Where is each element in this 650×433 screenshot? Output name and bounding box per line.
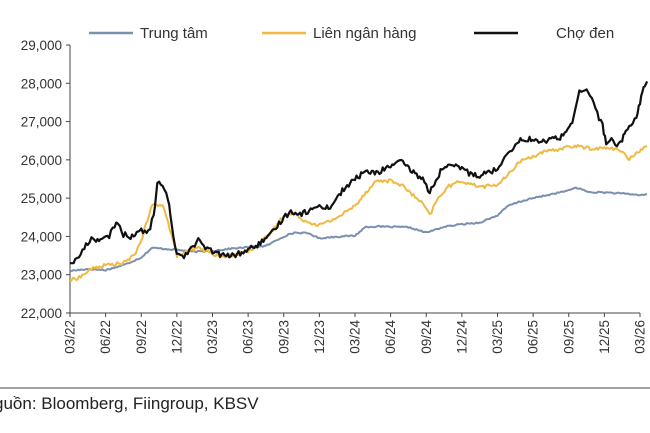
series-line-trung-tam xyxy=(69,186,648,273)
x-tick-label: 03/25 xyxy=(490,320,505,354)
legend-label-lien-ngan-hang: Liên ngân hàng xyxy=(313,25,416,42)
x-tick-label: 06/22 xyxy=(98,320,113,354)
axes: 22,000 23,000 24,000 25,000 26,000 27,000 28,0… xyxy=(21,38,648,354)
y-tick-label: 28,000 xyxy=(21,76,62,91)
series-layer xyxy=(69,80,649,282)
x-tick-label: 03/22 xyxy=(63,320,78,354)
x-tick-label: 12/22 xyxy=(169,320,184,354)
series-line-lien-ngan-hang xyxy=(69,144,648,282)
y-tick-label: 24,000 xyxy=(21,229,62,244)
x-tick-label: 12/24 xyxy=(454,320,469,354)
y-tick-label: 25,000 xyxy=(21,191,62,206)
y-tick-label: 27,000 xyxy=(21,115,62,130)
legend-label-cho-den: Chợ đen xyxy=(556,25,614,42)
x-tick-label: 06/25 xyxy=(526,320,541,354)
x-tick-label: 09/24 xyxy=(419,320,434,354)
legend: Trung tâm Liên ngân hàng Chợ đen xyxy=(89,25,614,42)
x-tick-label: 06/24 xyxy=(383,320,398,354)
y-tick-label: 23,000 xyxy=(21,268,62,283)
y-tick-label: 29,000 xyxy=(21,38,62,53)
series-line-cho-den xyxy=(70,80,649,265)
x-tick-label: 06/23 xyxy=(241,320,256,354)
y-tick-label: 26,000 xyxy=(21,153,62,168)
x-tick-label: 09/25 xyxy=(561,320,576,354)
x-tick-label: 09/22 xyxy=(134,320,149,354)
x-tick-label: 03/26 xyxy=(633,320,648,354)
source-note: guồn: Bloomberg, Fiingroup, KBSV xyxy=(0,394,259,413)
x-tick-label: 03/24 xyxy=(348,320,363,354)
x-tick-label: 12/23 xyxy=(312,320,327,354)
legend-label-trung-tam: Trung tâm xyxy=(140,25,208,42)
x-tick-label: 03/23 xyxy=(205,320,220,354)
x-tick-label: 12/25 xyxy=(597,320,612,354)
y-tick-label: 22,000 xyxy=(21,306,62,321)
x-tick-label: 09/23 xyxy=(276,320,291,354)
